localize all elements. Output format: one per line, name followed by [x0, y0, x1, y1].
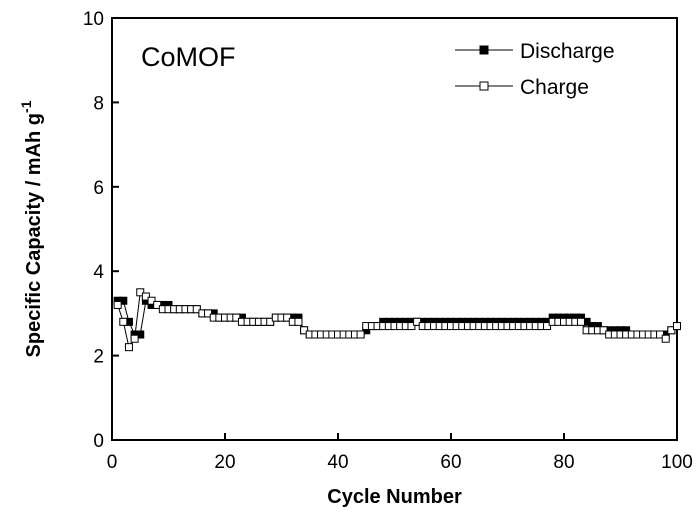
charge-point: [192, 305, 201, 314]
y-tick-label: 4: [93, 262, 104, 283]
series-layer: [113, 288, 681, 352]
y-tick-label: 0: [93, 431, 104, 452]
y-axis-title: Specific Capacity / mAh g-1: [18, 100, 45, 357]
x-tick-label: 60: [440, 452, 461, 473]
charge-point: [667, 326, 676, 335]
legend-marker-discharge: [479, 45, 489, 55]
legend-marker-charge: [479, 81, 489, 91]
charge-point: [661, 334, 670, 343]
charge-point: [204, 309, 213, 318]
y-axis-title-superscript: -1: [18, 100, 34, 113]
charge-point: [294, 317, 303, 326]
x-axis-title: Cycle Number: [327, 486, 462, 508]
discharge-point: [136, 330, 145, 339]
x-tick-label: 80: [553, 452, 574, 473]
charge-point: [147, 296, 156, 305]
charge-point: [119, 317, 128, 326]
y-axis-title-text: Specific Capacity / mAh g: [23, 113, 45, 358]
charge-point: [136, 288, 145, 297]
charge-point: [266, 317, 275, 326]
legend-label-discharge: Discharge: [520, 40, 615, 63]
x-tick-label: 20: [214, 452, 235, 473]
charge-point: [599, 326, 608, 335]
y-tick-label: 2: [93, 347, 104, 368]
charge-point: [232, 313, 241, 322]
y-axis-ticks: 0 2 4 6 8 10: [83, 9, 119, 452]
y-tick-label: 6: [93, 178, 104, 199]
charge-point: [300, 326, 309, 335]
y-tick-label: 8: [93, 93, 104, 114]
charge-point: [356, 330, 365, 339]
charge-point: [153, 300, 162, 309]
legend: Discharge Charge: [455, 40, 615, 99]
chart-annotation: CoMOF: [141, 42, 236, 72]
charge-point: [124, 343, 133, 352]
x-axis-ticks: 0 20 40 60 80 100: [107, 433, 693, 473]
charge-point: [413, 317, 422, 326]
charge-point: [576, 317, 585, 326]
y-tick-label: 10: [83, 9, 104, 30]
charge-point: [283, 313, 292, 322]
x-tick-label: 100: [661, 452, 693, 473]
charge-point: [543, 322, 552, 331]
plot-frame: [111, 17, 678, 441]
legend-label-charge: Charge: [520, 76, 589, 99]
plot-area-border: [111, 17, 678, 441]
discharge-point: [119, 296, 128, 305]
x-tick-label: 0: [107, 452, 118, 473]
series-charge: [113, 288, 681, 352]
charge-point: [113, 300, 122, 309]
charge-point: [673, 322, 681, 331]
x-tick-label: 40: [327, 452, 348, 473]
charge-point: [141, 292, 150, 301]
charge-point: [656, 330, 665, 339]
charge-point: [407, 322, 416, 331]
charge-point: [130, 334, 139, 343]
